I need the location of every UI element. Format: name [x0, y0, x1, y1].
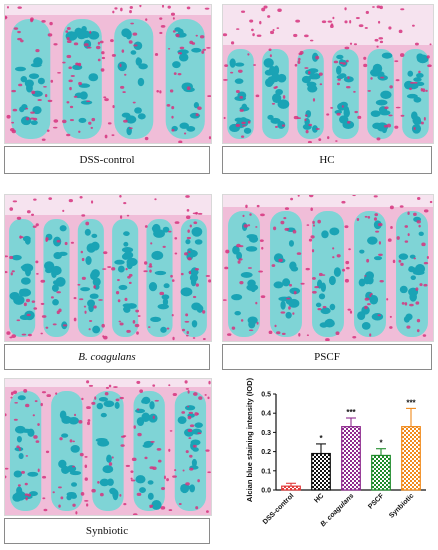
significance-marker: * [319, 434, 323, 443]
caption-pscf: PSCF [222, 344, 432, 370]
x-tick-label: Synbiotic [388, 492, 415, 519]
micrograph-hc [222, 4, 434, 144]
bar-3 [371, 454, 391, 491]
tissue-image [223, 195, 433, 341]
x-tick-label: HC [313, 492, 325, 504]
tissue-image [5, 379, 211, 515]
micrograph-synbiotic [4, 378, 212, 516]
significance-marker: * [379, 439, 383, 448]
bar-4 [401, 426, 421, 491]
y-tick-label: 0.4 [261, 411, 271, 418]
x-tick-label: DSS-control [262, 492, 296, 526]
micrograph-b-coagulans [4, 194, 212, 342]
y-tick-label: 0.0 [261, 488, 271, 495]
bar-0 [281, 485, 301, 491]
tissue-image [223, 5, 433, 143]
tissue-image [5, 5, 211, 143]
bar-2 [341, 426, 361, 491]
micrograph-pscf [222, 194, 434, 342]
caption-b-coagulans: B. coagulans [4, 344, 210, 370]
x-tick-label: PSCF [367, 492, 386, 511]
caption-dss-control: DSS-control [4, 146, 210, 174]
caption-synbiotic: Synbiotic [4, 518, 210, 544]
tissue-image [5, 195, 211, 341]
significance-marker: *** [346, 408, 356, 417]
y-tick-label: 0.2 [261, 449, 271, 456]
alcian-blue-bar-chart: Alcian blue staining intensity (IOD) 0.0… [245, 378, 426, 528]
significance-marker: *** [406, 398, 416, 407]
y-axis-label: Alcian blue staining intensity (IOD) [245, 378, 254, 502]
bar-1 [311, 452, 331, 491]
micrograph-dss-control [4, 4, 212, 144]
y-tick-label: 0.1 [261, 468, 271, 475]
y-tick-label: 0.3 [261, 430, 271, 437]
caption-hc: HC [222, 146, 432, 174]
y-tick-label: 0.5 [261, 392, 271, 399]
